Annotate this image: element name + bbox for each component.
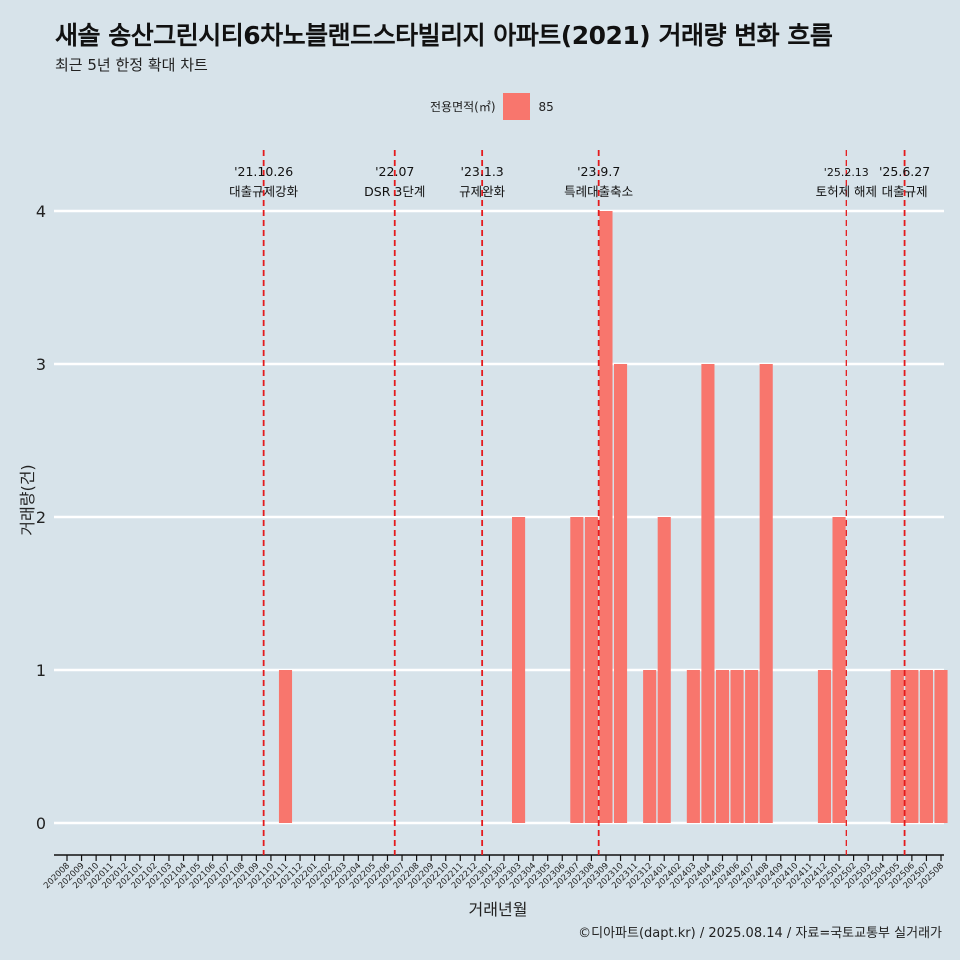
event-date: '23.9.7 <box>577 164 620 179</box>
bar <box>584 517 598 823</box>
bar <box>890 670 904 823</box>
bar <box>759 364 773 823</box>
bar <box>613 364 628 823</box>
bar <box>643 670 657 823</box>
bar <box>278 670 293 823</box>
event-label: 규제완화 <box>459 184 506 199</box>
bar <box>715 670 730 823</box>
bar <box>745 670 759 823</box>
y-tick-label: 2 <box>36 508 46 527</box>
legend-swatch <box>502 93 530 120</box>
event-date: '22.07 <box>375 164 414 179</box>
legend-title: 전용면적(㎡) <box>430 100 496 114</box>
chart-title: 새솔 송산그린시티6차노블랜드스타빌리지 아파트(2021) 거래량 변화 흐름 <box>55 21 833 50</box>
bar <box>905 670 919 823</box>
bar <box>919 670 933 823</box>
event-date: '23.1.3 <box>461 164 504 179</box>
bar <box>832 517 846 823</box>
bar <box>686 670 700 823</box>
bar <box>599 211 613 823</box>
bar <box>730 670 744 823</box>
chart-subtitle: 최근 5년 한정 확대 차트 <box>55 56 208 74</box>
x-axis-title: 거래년월 <box>469 900 528 919</box>
y-tick-label: 4 <box>36 202 46 221</box>
event-label: 대출규제 <box>882 184 928 199</box>
event-date: '25.6.27 <box>879 164 930 179</box>
event-label: 대출규제강화 <box>229 184 299 199</box>
event-date: '25.2.13 <box>824 166 869 179</box>
bar <box>701 364 715 823</box>
bar <box>570 517 584 823</box>
bar <box>817 670 832 823</box>
event-label: 토허제 해제 <box>816 184 877 199</box>
legend-item-label: 85 <box>538 99 554 114</box>
event-label: DSR 3단계 <box>364 184 425 199</box>
y-tick-label: 3 <box>36 355 46 374</box>
bar <box>934 670 948 823</box>
source-caption: ©디아파트(dapt.kr) / 2025.08.14 / 자료=국토교통부 실… <box>578 926 942 941</box>
y-tick-label: 1 <box>36 661 46 680</box>
event-date: '21.10.26 <box>234 164 293 179</box>
legend: 전용면적(㎡) 85 <box>430 93 554 120</box>
y-tick-label: 0 <box>36 814 46 833</box>
bar <box>512 517 526 823</box>
y-axis-title: 거래량(건) <box>18 464 37 535</box>
event-label: 특례대출축소 <box>564 184 633 199</box>
bar <box>657 517 671 823</box>
